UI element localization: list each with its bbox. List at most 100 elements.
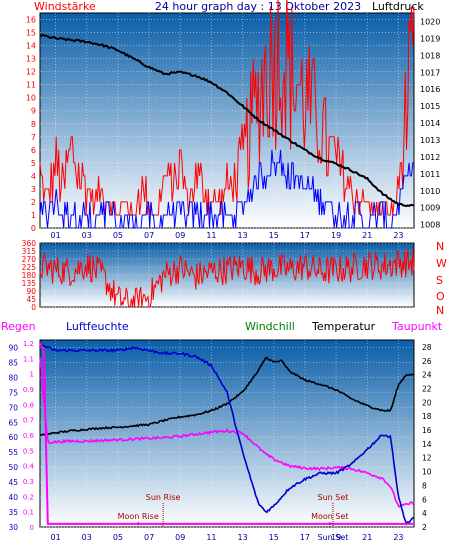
hour-tick-label: 05 (113, 533, 123, 542)
humidity-panel-ticks: 30 35 40 45 50 55 60 65 70 75 80 85 90 0 0.1 0.2 0.3 0.4 0… (8, 340, 431, 542)
rain-tick-label: 0.8 (23, 401, 34, 409)
direction-tick-label: 0 (31, 303, 36, 312)
wind-tick-label: 6 (31, 146, 36, 155)
wind-tick-label: 14 (26, 42, 36, 51)
temperature-tick-label: 22 (422, 384, 432, 393)
wind-speed-line (39, 0, 415, 216)
humidity-tick-label: 80 (8, 373, 18, 382)
pressure-tick-label: 1009 (420, 204, 440, 213)
dewpoint-label: Taupunkt (391, 320, 443, 333)
temperature-line (39, 356, 415, 437)
wind-tick-label: 3 (31, 185, 36, 194)
wind-tick-label: 12 (26, 68, 36, 77)
direction-tick-label: 270 (22, 255, 37, 264)
humidity-tick-label: 75 (8, 388, 18, 397)
direction-panel-series (39, 248, 415, 308)
hour-tick-label: 05 (113, 231, 123, 240)
pressure-tick-label: 1016 (420, 85, 440, 94)
pressure-tick-label: 1017 (420, 68, 440, 77)
rain-tick-label: 1.1 (23, 355, 34, 363)
rain-tick-label: 1 (30, 371, 34, 379)
direction-tick-label: 135 (22, 279, 37, 288)
astro-label: Sun Rise (146, 493, 181, 502)
wind-tick-label: 11 (26, 81, 36, 90)
temperature-tick-label: 14 (422, 440, 432, 449)
humidity-tick-label: 85 (8, 358, 18, 367)
wind-tick-label: 8 (31, 120, 36, 129)
wind-tick-label: 1 (31, 211, 36, 220)
windchill-label: Windchill (245, 320, 295, 333)
hour-tick-label: 21 (362, 533, 372, 542)
humidity-tick-label: 50 (8, 463, 18, 472)
pressure-tick-label: 1010 (420, 187, 440, 196)
direction-tick-label: 360 (22, 239, 37, 248)
humidity-panel-grid (40, 340, 414, 528)
temperature-tick-label: 8 (422, 481, 427, 490)
rain-tick-label: 0.1 (23, 509, 34, 517)
temperature-tick-label: 26 (422, 357, 432, 366)
wind-tick-label: 13 (26, 55, 36, 64)
temperature-tick-label: 2 (422, 523, 427, 532)
direction-tick-label: 90 (26, 287, 36, 296)
rain-tick-label: 0.5 (23, 447, 34, 455)
rain-tick-label: 0.6 (23, 432, 35, 440)
hour-tick-label: 17 (300, 533, 310, 542)
wind-tick-label: 10 (26, 94, 36, 103)
wind-tick-label: 16 (26, 16, 36, 25)
wind-panel-series (39, 0, 415, 229)
astro-label: Moon Set (311, 512, 348, 521)
humidity-tick-label: 30 (8, 523, 18, 532)
temperature-tick-label: 6 (422, 495, 427, 504)
compass-label-n-bottom: N (436, 304, 444, 317)
humidity-panel-series (39, 342, 415, 526)
wind-tick-label: 5 (31, 159, 36, 168)
wind-tick-label: 7 (31, 133, 36, 142)
wind-tick-label: 0 (31, 224, 36, 233)
rain-axis-label: Regen (1, 320, 36, 333)
compass-labels: N W S O N (436, 240, 447, 317)
hour-tick-label: 15 (269, 231, 279, 240)
temperature-tick-label: 24 (422, 371, 432, 380)
humidity-tick-label: 60 (8, 433, 18, 442)
wind-axis-label: Windstärke (34, 0, 96, 13)
humidity-line (39, 343, 415, 526)
pressure-axis-label: Luftdruck (372, 0, 424, 13)
humidity-tick-label: 55 (8, 448, 18, 457)
hour-tick-label: 23 (393, 231, 403, 240)
direction-tick-label: 225 (22, 263, 37, 272)
compass-label-n-top: N (436, 240, 444, 253)
rain-tick-label: 0 (30, 524, 34, 532)
astro-label: Moon Rise (118, 512, 159, 521)
hour-tick-label: 15 (269, 533, 279, 542)
wind-tick-label: 15 (26, 29, 36, 38)
compass-label-s: S (436, 274, 443, 287)
hour-tick-label: 01 (50, 533, 60, 542)
pressure-tick-label: 1015 (420, 102, 440, 111)
temperature-tick-label: 18 (422, 412, 432, 421)
compass-label-o: O (436, 290, 445, 303)
pressure-tick-label: 1012 (420, 153, 440, 162)
wind-tick-label: 2 (31, 198, 36, 207)
rain-tick-label: 0.9 (23, 386, 34, 394)
hour-tick-label: 03 (82, 533, 92, 542)
wind-panel-ticks: 0123456789101112131415161008100910101011… (26, 16, 441, 240)
dewpoint-line (39, 357, 415, 508)
temperature-tick-label: 16 (422, 426, 432, 435)
humidity-tick-label: 35 (8, 508, 18, 517)
hour-tick-label: 19 (331, 533, 341, 542)
astro-annotations: Sun Rise Moon Rise Sun Set Moon Set Sun Set (118, 493, 349, 542)
wind-tick-label: 9 (31, 107, 36, 116)
astro-label: Sun Set (318, 493, 349, 502)
direction-tick-label: 315 (22, 247, 37, 256)
page-title: 24 hour graph day : 13 Oktober 2023 (155, 0, 361, 13)
rain-tick-label: 0.2 (23, 493, 34, 501)
hour-tick-label: 07 (144, 231, 154, 240)
pressure-tick-label: 1008 (420, 221, 440, 230)
humidity-axis-label: Luftfeuchte (66, 320, 129, 333)
direction-panel-bg (39, 242, 415, 308)
pressure-tick-label: 1019 (420, 34, 440, 43)
hour-tick-label: 17 (300, 231, 310, 240)
humidity-tick-label: 45 (8, 478, 18, 487)
rain-line (39, 342, 414, 525)
